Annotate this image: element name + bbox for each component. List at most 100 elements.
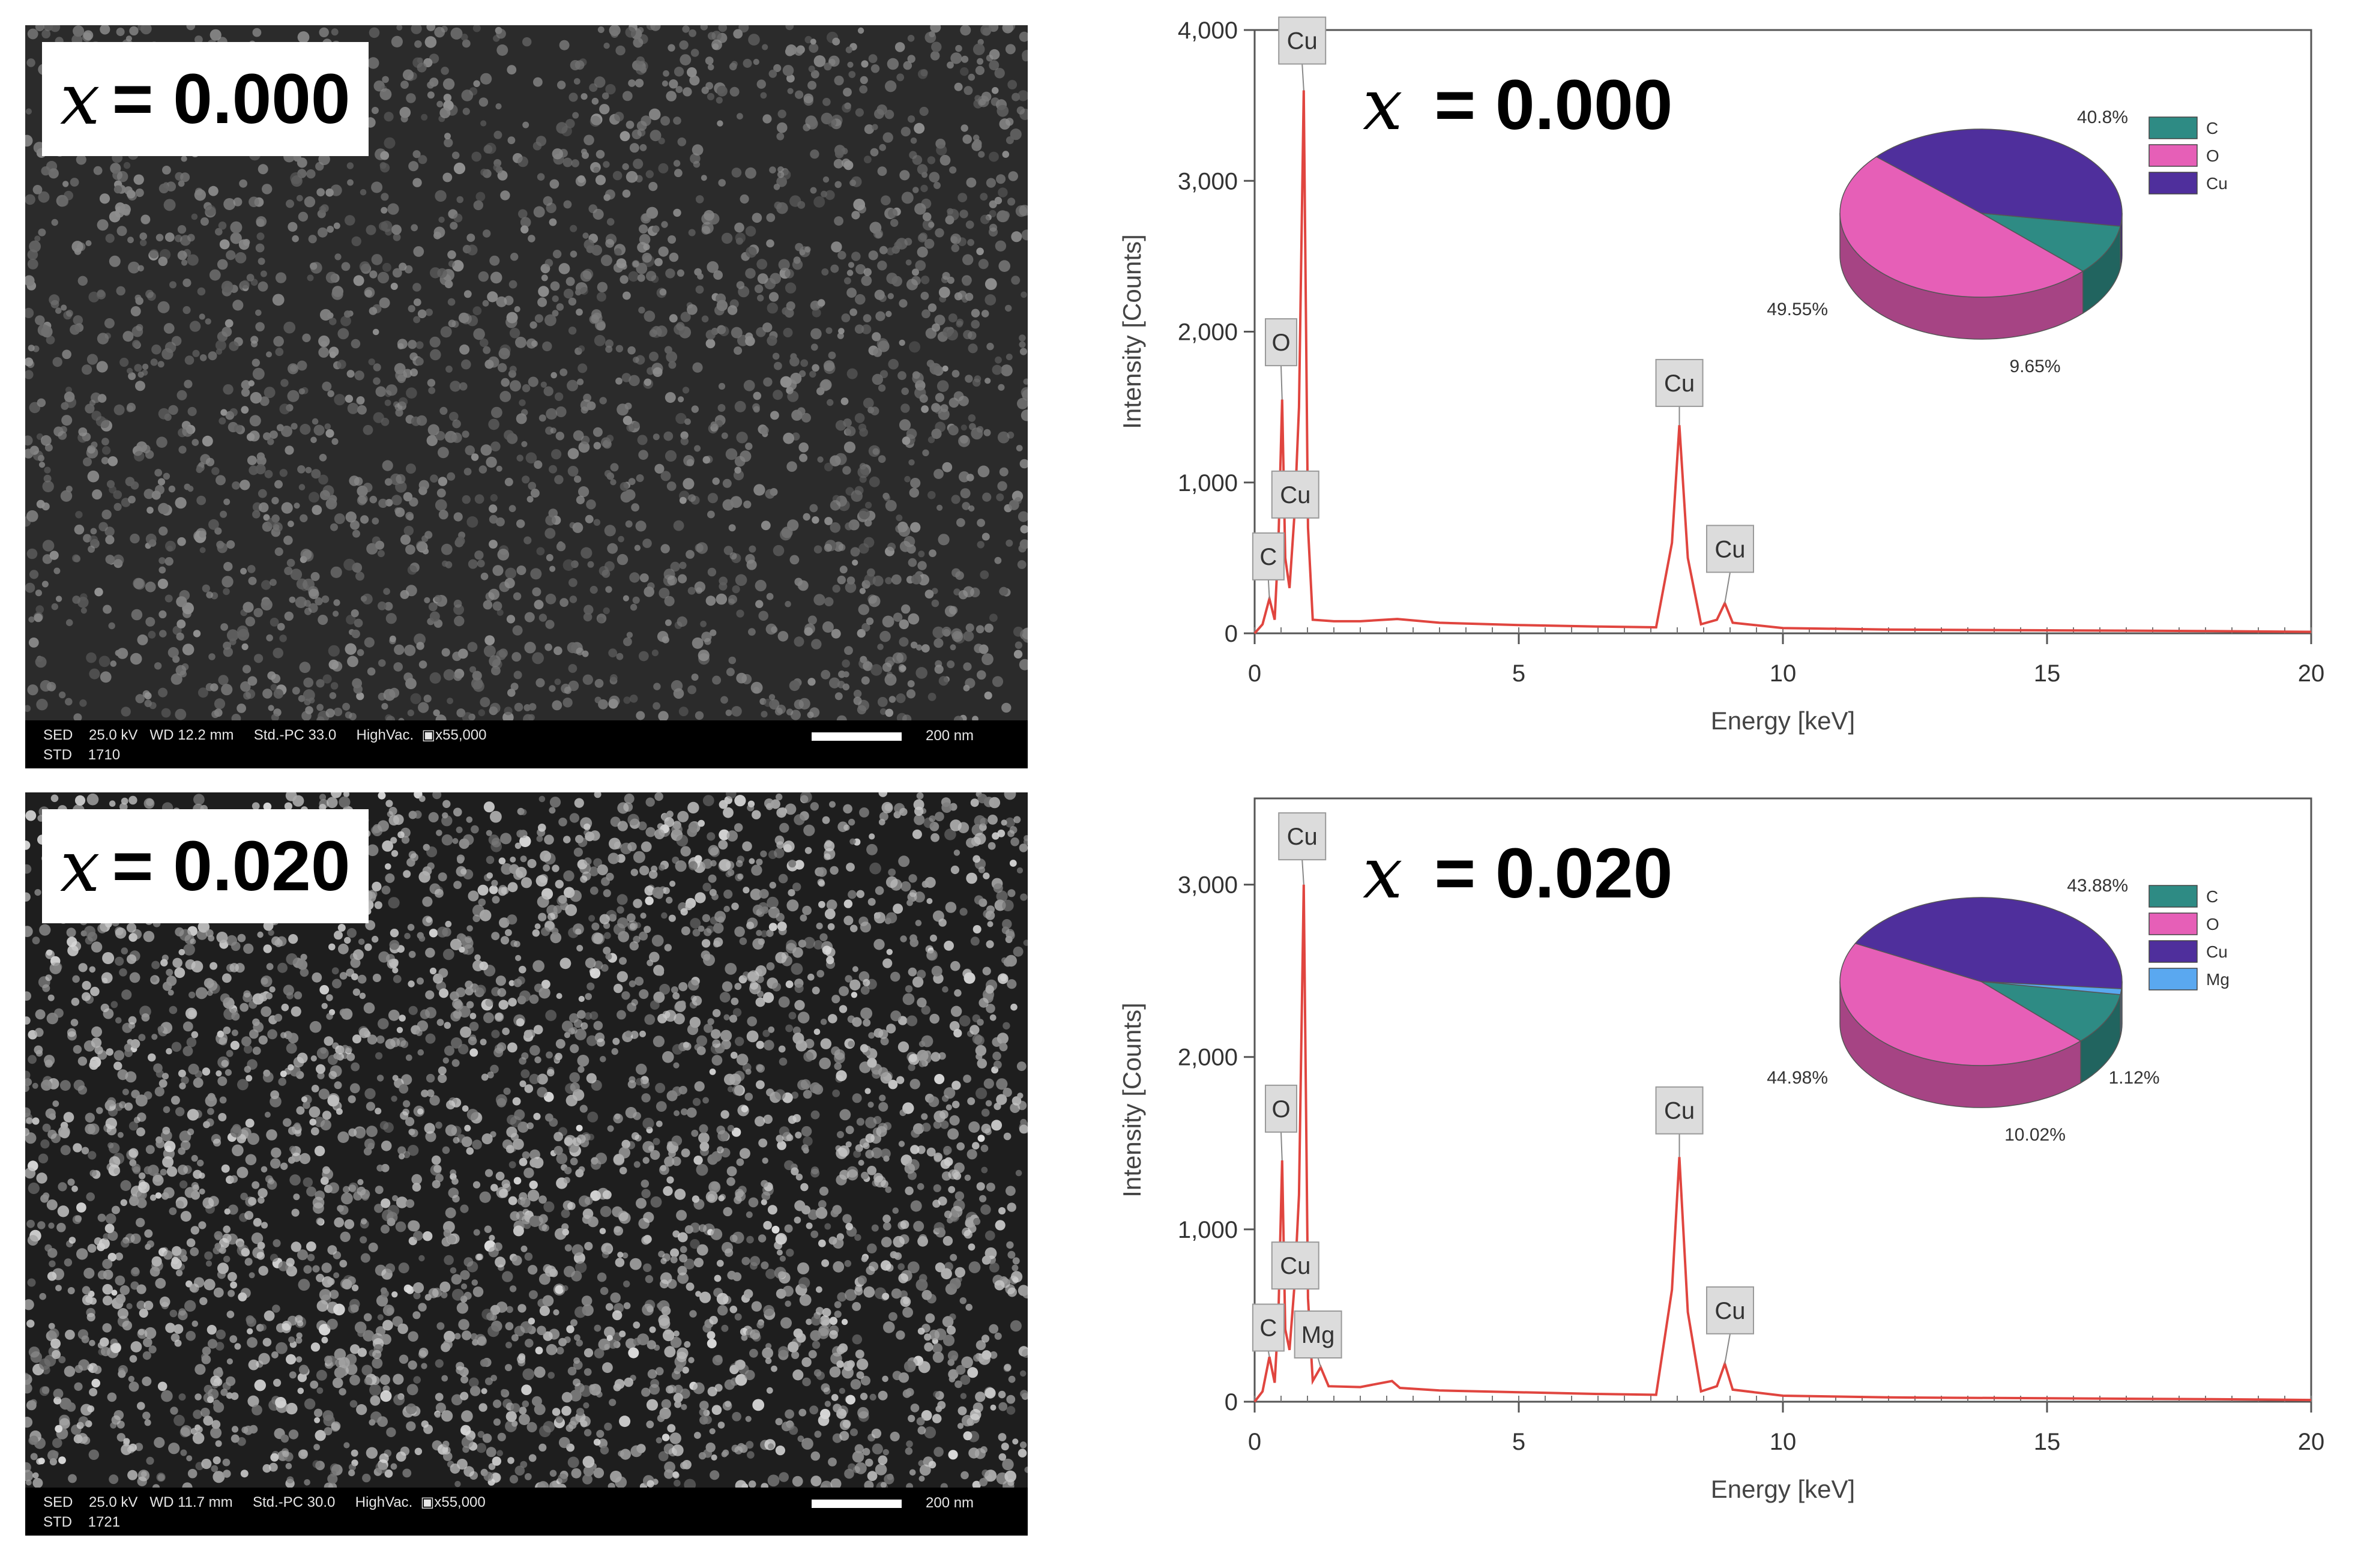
x-axis-label: Energy [keV] [1711,1475,1855,1503]
sem-info-row1: SED 25.0 kV WD 12.2 mm Std.-PC 33.0 High… [43,727,487,743]
sem-label-variable: x [60,825,100,908]
scale-bar [812,732,902,741]
sem-composition-label: x = 0.000 [42,42,369,156]
peak-label-box [1252,532,1285,580]
x-tick-label: 15 [2034,660,2061,687]
sem-micrograph [25,25,1028,722]
legend-label: Mg [2206,970,2230,989]
pie-slice-label: 49.55% [1767,300,1828,319]
pie-slice-label: 40.8% [2077,107,2128,127]
peak-label-box [1655,358,1704,407]
y-tick-label: 2,000 [1178,319,1238,346]
pie-slice [1980,981,2121,1042]
legend-swatch [2148,172,2198,194]
chart-title-variable: x [1363,831,1403,914]
sem-info-row2: STD 1710 [43,747,121,763]
legend-swatch [2148,940,2198,963]
spectrum-line [1253,90,2312,635]
legend-swatch [2148,885,2198,908]
composition-pie: 9.65% 49.55% 40.8% [1767,107,2128,376]
peak-label-box [1278,16,1327,65]
pie-slice-label: 44.98% [1767,1068,1828,1088]
sem-composition-label: x = 0.020 [42,809,369,923]
x-tick-label: 5 [1512,660,1525,687]
peak-leader-line [1724,1333,1731,1364]
chart-title-variable: x [1363,63,1403,146]
legend-label: O [2206,915,2219,933]
y-tick-label: 4,000 [1178,17,1238,44]
peak-label: Cu [1287,28,1318,55]
legend-label: C [2206,119,2218,137]
peak-label: O [1271,330,1290,356]
y-tick-label: 1,000 [1178,1217,1238,1243]
peak-label: Cu [1280,482,1310,508]
y-tick-label: 0 [1225,1389,1238,1416]
peak-label-box [1271,470,1319,519]
peak-leader-line [1301,860,1304,885]
peak-label: Cu [1714,536,1745,562]
y-axis-label: Intensity [Counts] [1118,234,1146,429]
peak-leader-line [1280,366,1283,400]
sem-label-value: = 0.000 [112,59,351,139]
sem-info-row2: STD 1721 [43,1514,121,1530]
y-tick-label: 3,000 [1178,872,1238,899]
pie-legend: CO Cu [2148,116,2228,194]
sem-info-bar: SED 25.0 kV WD 12.2 mm Std.-PC 33.0 High… [25,720,1028,768]
peak-label-box [1706,1286,1754,1334]
peak-leader-line [1267,1351,1270,1357]
peak-label-box [1265,318,1297,367]
peak-label-box [1294,1310,1342,1359]
legend-label: Cu [2206,942,2228,961]
pie-slice [1839,942,2082,1066]
peak-label-box [1271,1241,1319,1290]
peak-leader-line [1724,572,1731,603]
y-tick-label: 1,000 [1178,470,1238,496]
x-tick-label: 15 [2034,1429,2061,1455]
legend-label: Cu [2206,174,2228,193]
x-tick-label: 10 [1770,1429,1797,1455]
pie-slice [1980,213,2121,272]
chart-title: x = 0.000 [1363,63,1672,146]
x-tick-label: 20 [2298,1429,2325,1455]
eds-spectrum-chart: 0 5 10 15 20 0 1,000 2,000 3,000 4,000 Energy [keV… [1075,12,2341,762]
scale-bar [812,1500,902,1508]
peak-label: O [1271,1096,1290,1123]
sem-particles [25,25,1028,722]
composition-pie: 10.02% 44.98% 43.88% 1.12% [1767,876,2159,1145]
eds-spectrum-chart: 0 5 10 15 20 0 1,000 2,000 3,000 Energy [keV] Inte… [1075,780,2341,1531]
pie-slice [1875,128,2123,227]
pie-slice [1854,897,2123,989]
x-tick-label: 0 [1248,1429,1261,1455]
pie-legend: CO Cu Mg [2148,885,2230,991]
scale-bar-label: 200 nm [926,728,974,744]
legend-label: O [2206,146,2219,165]
sem-label-value: = 0.020 [112,827,351,906]
pie-slice-label: 1.12% [2108,1068,2159,1088]
peak-label: Cu [1664,370,1695,397]
y-tick-label: 2,000 [1178,1045,1238,1071]
pie-slice-label: 9.65% [2009,357,2060,376]
peak-label: C [1259,544,1277,570]
y-tick-label: 3,000 [1178,168,1238,194]
peak-label: C [1259,1315,1277,1342]
peak-label: Mg [1301,1322,1335,1348]
pie-slice-label: 10.02% [2004,1125,2066,1145]
legend-swatch [2148,116,2198,139]
chart-title: x = 0.020 [1363,831,1672,914]
peak-label: Cu [1287,824,1318,850]
eds-chart-svg: 0 5 10 15 20 0 1,000 2,000 3,000 Energy [keV] Inte… [1118,797,2325,1503]
eds-chart-svg: 0 5 10 15 20 0 1,000 2,000 3,000 4,000 Energy [keV… [1118,16,2325,735]
sem-info-bar: SED 25.0 kV WD 11.7 mm Std.-PC 30.0 High… [25,1488,1028,1536]
peak-leader-line [1317,1357,1321,1367]
legend-swatch [2148,912,2198,935]
x-axis-label: Energy [keV] [1711,707,1855,735]
peak-label: Cu [1280,1253,1310,1279]
peak-label-box [1278,812,1327,861]
x-tick-label: 10 [1770,660,1797,687]
legend-swatch [2148,144,2198,167]
peak-label-box [1706,525,1754,573]
x-tick-label: 20 [2298,660,2325,687]
pie-slice [1839,156,2084,298]
x-tick-label: 0 [1248,660,1261,687]
peak-label: Cu [1664,1098,1695,1124]
